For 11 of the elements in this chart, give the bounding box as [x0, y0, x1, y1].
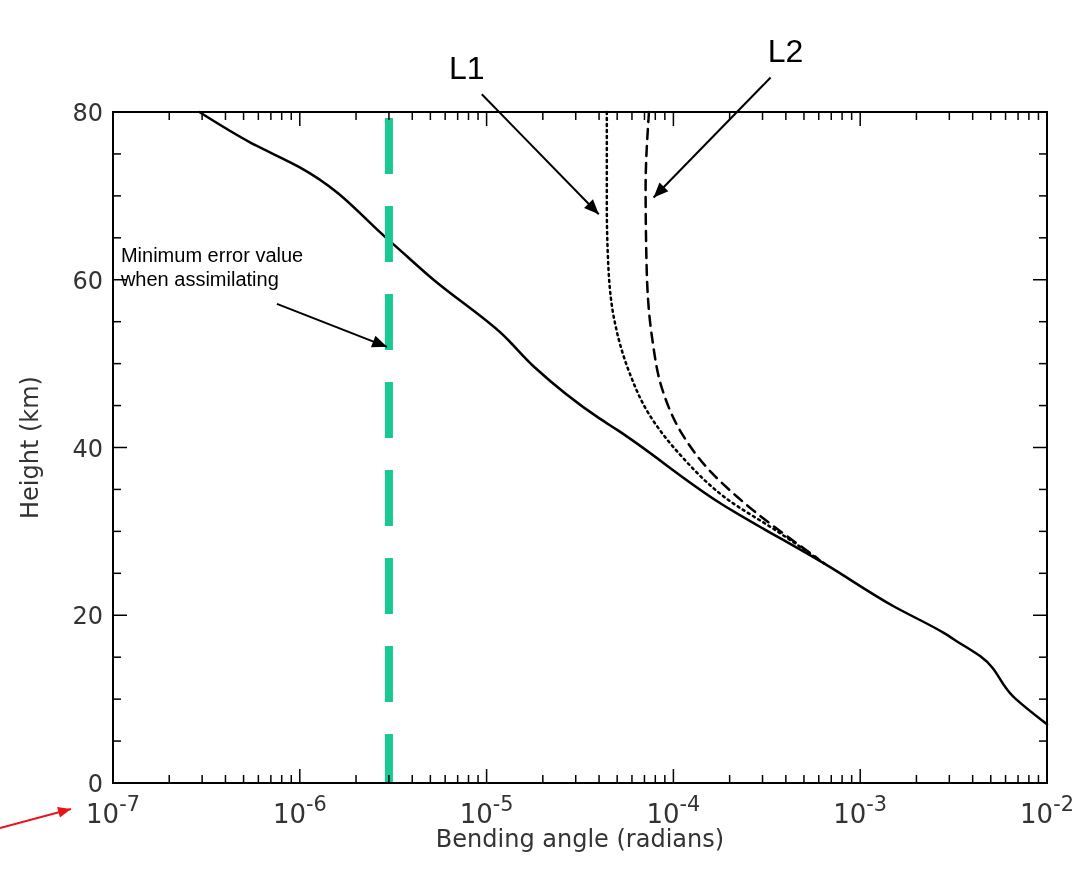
x-tick-label: 10$^{-3}$ — [833, 792, 888, 829]
x-tick-label: 10$^{-2}$ — [1020, 792, 1074, 829]
annotation: Minimum error value when assimilating — [119, 243, 304, 290]
y-tick-label: 20 — [72, 602, 103, 631]
x-tick-label: 10$^{-6}$ — [272, 792, 327, 829]
y-tick-label: 60 — [72, 266, 103, 295]
text: L2 — [767, 33, 804, 70]
text: L1 — [449, 50, 485, 87]
y-tick-label: 40 — [72, 434, 103, 463]
y-axis-title: Height (km) — [16, 376, 44, 519]
y-tick-label: 80 — [72, 99, 103, 127]
